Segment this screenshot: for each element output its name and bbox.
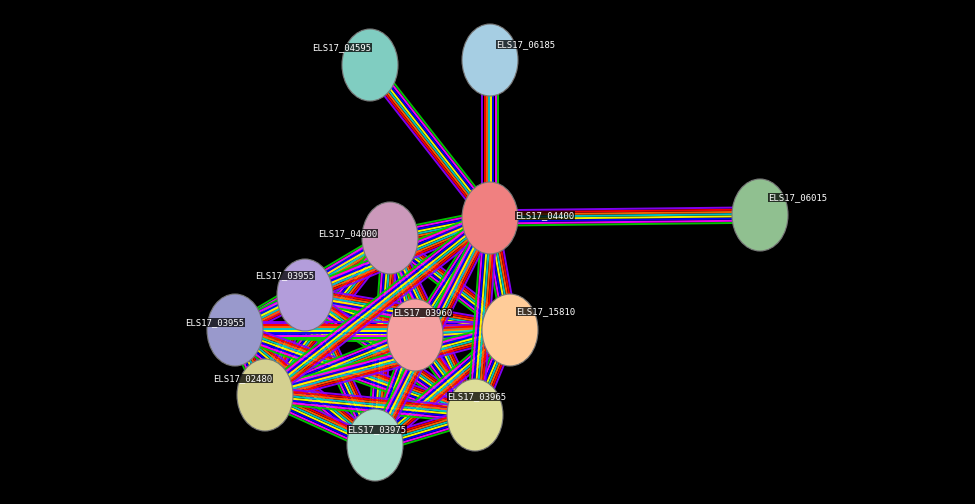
Text: ELS17_15810: ELS17_15810	[516, 307, 575, 316]
Text: ELS17_04595: ELS17_04595	[312, 43, 371, 52]
Ellipse shape	[482, 294, 538, 366]
Text: ELS17_03955: ELS17_03955	[255, 271, 314, 280]
Ellipse shape	[237, 359, 293, 431]
Ellipse shape	[462, 182, 518, 254]
Text: ELS17_03960: ELS17_03960	[393, 308, 452, 317]
Text: ELS17_03955: ELS17_03955	[185, 318, 244, 327]
Text: ELS17_03975: ELS17_03975	[347, 425, 407, 434]
Ellipse shape	[362, 202, 418, 274]
Ellipse shape	[387, 299, 443, 371]
Ellipse shape	[447, 379, 503, 451]
Ellipse shape	[732, 179, 788, 251]
Ellipse shape	[462, 24, 518, 96]
Text: ELS17_02480: ELS17_02480	[213, 374, 272, 383]
Text: ELS17_03965: ELS17_03965	[447, 392, 506, 401]
Text: ELS17_06015: ELS17_06015	[768, 193, 827, 202]
Ellipse shape	[342, 29, 398, 101]
Text: ELS17_04400: ELS17_04400	[515, 211, 574, 220]
Ellipse shape	[207, 294, 263, 366]
Text: ELS17_06185: ELS17_06185	[496, 40, 555, 49]
Text: ELS17_04000: ELS17_04000	[318, 229, 377, 238]
Ellipse shape	[347, 409, 403, 481]
Ellipse shape	[277, 259, 333, 331]
